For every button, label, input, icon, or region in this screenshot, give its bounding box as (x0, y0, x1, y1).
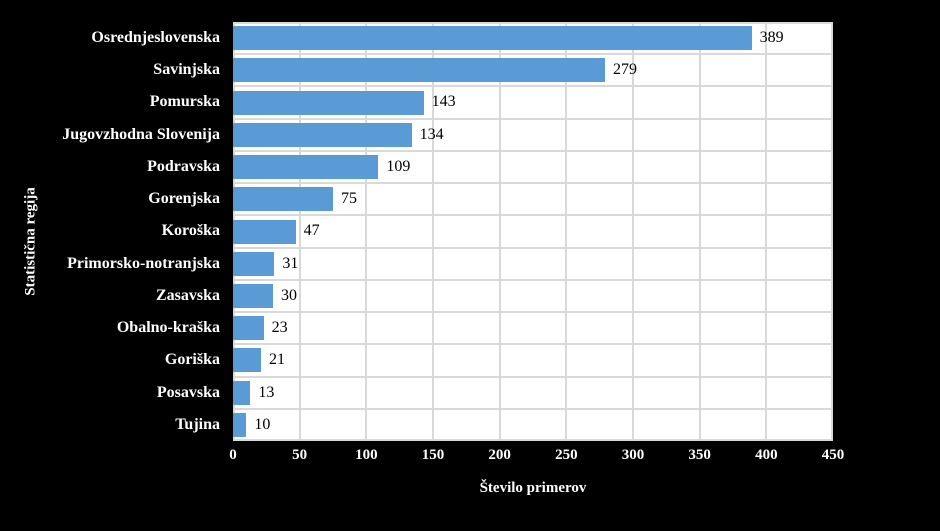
category-label: Osrednjeslovenska (91, 29, 220, 46)
bar-value-label: 279 (613, 61, 637, 79)
bar-7 (233, 251, 275, 276)
category-label: Podravska (147, 157, 220, 175)
bar-value-label: 31 (282, 254, 299, 272)
gridline-vertical (365, 22, 368, 441)
gridline-vertical (632, 22, 634, 441)
bar-5 (233, 187, 333, 212)
gridline-vertical (565, 22, 568, 441)
bar-value-label: 143 (431, 93, 456, 111)
x-tick-label: 100 (355, 447, 378, 463)
bar-value-label: 21 (269, 351, 285, 369)
bar-value-label: 30 (281, 286, 297, 304)
x-tick-label: 350 (688, 447, 711, 463)
bar-value-label: 23 (271, 319, 288, 337)
category-label: Jugovzhodna Slovenija (62, 125, 220, 143)
category-label: Primorsko-notranjska (67, 254, 220, 272)
x-tick-label: 250 (555, 447, 578, 463)
gridline-horizontal (233, 117, 833, 120)
gridline-vertical (765, 22, 768, 441)
gridline-horizontal (233, 375, 833, 378)
bar-value-label: 10 (254, 415, 271, 433)
plot-area: 389 279 143 134 109 75 47 31 30 23 21 13 10 (233, 22, 833, 441)
category-label: Zasavska (155, 286, 220, 304)
gridline-vertical (432, 22, 434, 441)
category-label: Goriška (164, 351, 220, 369)
x-tick-label: 300 (621, 447, 645, 463)
category-label: Obalno-kraška (116, 319, 220, 337)
x-tick-label: 0 (229, 447, 237, 463)
gridline-horizontal (233, 407, 833, 410)
bar-6 (233, 219, 296, 244)
bar-2 (233, 90, 424, 115)
gridline-horizontal (233, 311, 833, 314)
bar-12 (233, 412, 247, 437)
x-axis-title: Število primerov (479, 480, 587, 496)
gridline-horizontal (233, 214, 833, 217)
gridline-horizontal (233, 278, 833, 281)
category-label: Pomurska (149, 93, 220, 111)
category-label: Gorenjska (148, 190, 220, 208)
x-tick-label: 150 (421, 447, 445, 463)
x-tick-label: 450 (821, 447, 845, 463)
gridline-horizontal (233, 343, 833, 346)
bar-value-label: 109 (386, 157, 411, 175)
category-label: Tujina (175, 415, 220, 433)
category-label: Posavska (156, 383, 220, 401)
gridline-vertical (298, 22, 301, 441)
bar-value-label: 13 (258, 383, 275, 401)
gridline-vertical (498, 22, 501, 441)
gridline-horizontal (233, 149, 833, 152)
category-label: Savinjska (153, 61, 220, 79)
category-axis-labels: Osrednjeslovenska Savinjska Pomurska Jugovz… (0, 22, 226, 441)
bar-value-label: 47 (303, 222, 320, 240)
gridline-horizontal (233, 85, 833, 88)
bar-value-label: 134 (419, 125, 444, 143)
gridline-horizontal (233, 53, 833, 56)
x-tick-label: 400 (755, 447, 778, 463)
x-tick-label: 50 (292, 447, 308, 463)
gridline-vertical (698, 22, 701, 441)
bar-0 (233, 26, 752, 51)
gridline-horizontal (233, 182, 833, 185)
bar-value-label: 75 (341, 190, 357, 208)
category-label: Koroška (161, 222, 220, 240)
bar-4 (233, 155, 379, 180)
bar-8 (233, 283, 273, 308)
bar-value-label: 389 (759, 29, 784, 46)
x-tick-label: 200 (488, 447, 511, 463)
bar-9 (233, 316, 264, 341)
gridline-horizontal (233, 246, 833, 249)
bar-1 (233, 58, 605, 83)
bar-11 (233, 380, 251, 405)
bar-10 (233, 348, 261, 373)
bar-3 (233, 122, 412, 147)
